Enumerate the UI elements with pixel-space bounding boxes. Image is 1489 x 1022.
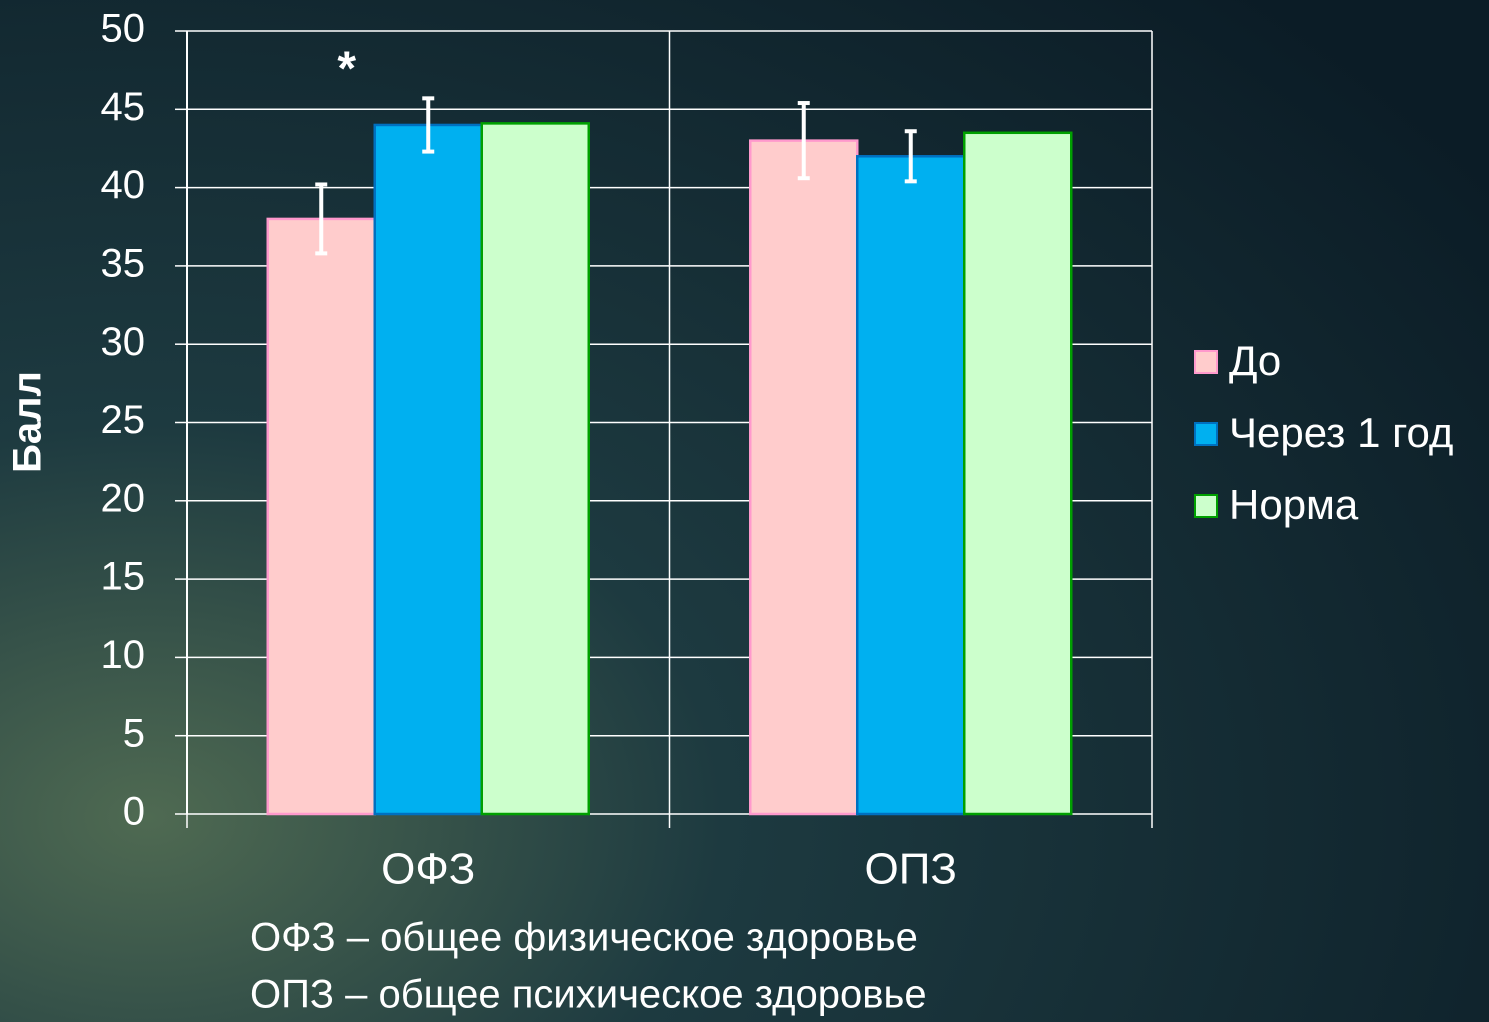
error-bar: [904, 129, 917, 184]
y-tick-label: 10: [101, 633, 146, 677]
legend-marker: [1194, 350, 1218, 374]
y-tick-label: 20: [101, 476, 146, 520]
error-bar: [797, 101, 810, 181]
y-tick-label: 15: [101, 555, 146, 599]
bar: [749, 139, 859, 816]
y-tick-label: 50: [101, 7, 146, 51]
y-tick-label: 45: [101, 85, 146, 129]
y-axis-label: Балл: [6, 371, 50, 473]
y-tick-label: 0: [123, 790, 145, 834]
bar: [266, 217, 376, 816]
legend-label: До: [1229, 337, 1281, 384]
x-tick-label: ОПЗ: [865, 845, 957, 894]
note: ОПЗ – общее психическое здоровье: [250, 973, 927, 1017]
x-tick-label: ОФЗ: [381, 845, 475, 894]
bar: [373, 123, 483, 816]
y-tick-label: 25: [101, 398, 146, 442]
annotation: *: [337, 43, 356, 96]
legend-label: Норма: [1229, 481, 1359, 528]
bar: [856, 155, 966, 816]
error-bar: [422, 96, 435, 154]
y-tick-label: 35: [101, 241, 146, 285]
y-tick-label: 40: [101, 163, 146, 207]
bar: [480, 122, 590, 816]
legend-marker: [1194, 422, 1218, 446]
y-tick-label: 30: [101, 320, 146, 364]
note: ОФЗ – общее физическое здоровье: [250, 916, 918, 960]
bar: [963, 131, 1073, 816]
error-bar: [315, 182, 328, 256]
y-tick-label: 5: [123, 711, 145, 755]
legend-label: Через 1 год: [1229, 409, 1453, 456]
legend-marker: [1194, 494, 1218, 518]
